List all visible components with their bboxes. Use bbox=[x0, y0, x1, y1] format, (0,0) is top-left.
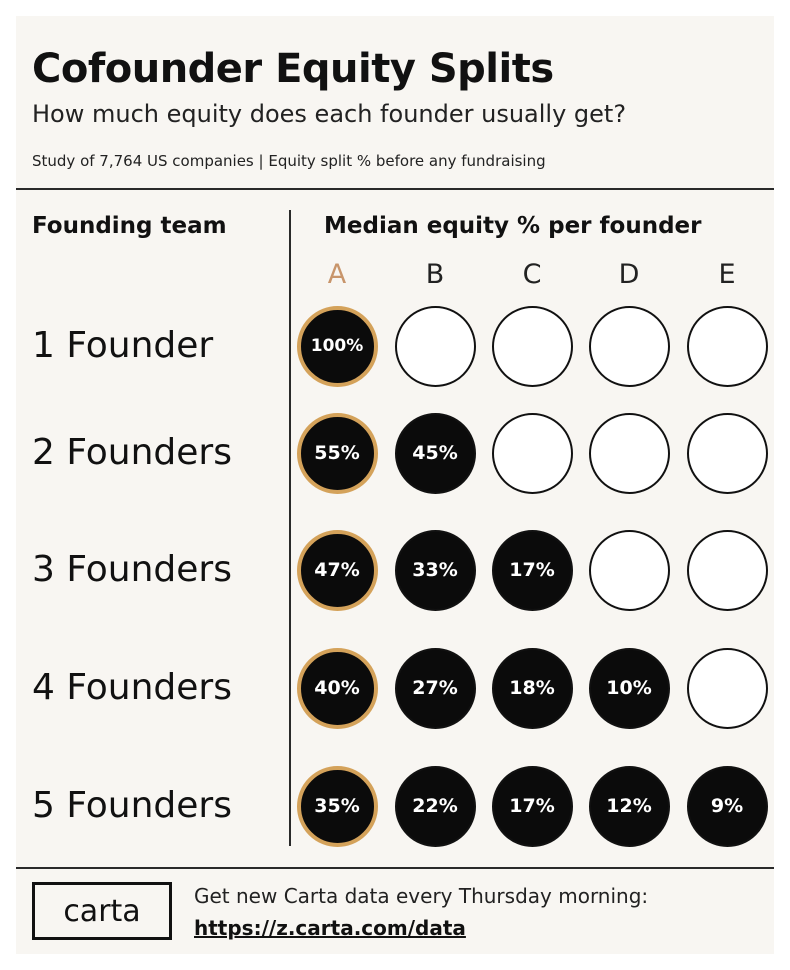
row-label-5: 5 Founders bbox=[32, 785, 232, 826]
column-letter-b: B bbox=[425, 259, 445, 290]
equity-value: 17% bbox=[509, 559, 555, 581]
equity-value: 22% bbox=[412, 795, 458, 817]
founding-team-heading: Founding team bbox=[32, 213, 227, 239]
equity-value: 12% bbox=[606, 795, 652, 817]
equity-circle: 47% bbox=[296, 529, 378, 611]
header-divider bbox=[16, 188, 774, 190]
data-link[interactable]: https://z.carta.com/data bbox=[194, 916, 466, 940]
carta-logo: carta bbox=[32, 882, 172, 940]
equity-circle: 10% bbox=[588, 647, 670, 729]
footer-text: Get new Carta data every Thursday mornin… bbox=[194, 884, 649, 908]
column-letter-c: C bbox=[522, 259, 542, 290]
equity-circle: 9% bbox=[686, 765, 768, 847]
column-letter-a: A bbox=[327, 259, 347, 290]
empty-circle bbox=[588, 305, 670, 387]
equity-value: 40% bbox=[314, 677, 360, 699]
equity-circle: 27% bbox=[394, 647, 476, 729]
footer-divider bbox=[16, 867, 774, 869]
column-letter-d: D bbox=[618, 259, 640, 290]
empty-circle bbox=[686, 412, 768, 494]
empty-circle bbox=[686, 647, 768, 729]
equity-circle: 100% bbox=[296, 305, 378, 387]
equity-value: 55% bbox=[314, 442, 360, 464]
equity-circle: 22% bbox=[394, 765, 476, 847]
equity-value: 33% bbox=[412, 559, 458, 581]
equity-value: 10% bbox=[606, 677, 652, 699]
row-label-2: 2 Founders bbox=[32, 432, 232, 473]
infographic-card: Cofounder Equity Splits How much equity … bbox=[16, 16, 774, 954]
equity-circle: 17% bbox=[491, 765, 573, 847]
equity-value: 18% bbox=[509, 677, 555, 699]
empty-circle bbox=[394, 305, 476, 387]
study-note: Study of 7,764 US companies | Equity spl… bbox=[32, 152, 546, 170]
equity-circle: 45% bbox=[394, 412, 476, 494]
column-letter-e: E bbox=[718, 259, 736, 290]
equity-value: 9% bbox=[710, 795, 744, 817]
empty-circle bbox=[686, 529, 768, 611]
row-label-1: 1 Founder bbox=[32, 325, 214, 366]
equity-circle: 33% bbox=[394, 529, 476, 611]
empty-circle bbox=[588, 529, 670, 611]
page-title: Cofounder Equity Splits bbox=[32, 46, 554, 92]
equity-value: 27% bbox=[412, 677, 458, 699]
empty-circle bbox=[686, 305, 768, 387]
equity-value: 47% bbox=[314, 559, 360, 581]
median-equity-heading: Median equity % per founder bbox=[324, 213, 702, 239]
equity-value: 45% bbox=[412, 442, 458, 464]
empty-circle bbox=[491, 305, 573, 387]
page-subtitle: How much equity does each founder usuall… bbox=[32, 100, 627, 128]
equity-circle: 18% bbox=[491, 647, 573, 729]
equity-value: 100% bbox=[310, 336, 364, 356]
row-label-4: 4 Founders bbox=[32, 667, 232, 708]
equity-circle: 12% bbox=[588, 765, 670, 847]
equity-circle: 40% bbox=[296, 647, 378, 729]
equity-value: 35% bbox=[314, 795, 360, 817]
empty-circle bbox=[491, 412, 573, 494]
equity-circle: 17% bbox=[491, 529, 573, 611]
column-divider bbox=[289, 210, 291, 846]
equity-circle: 35% bbox=[296, 765, 378, 847]
equity-value: 17% bbox=[509, 795, 555, 817]
empty-circle bbox=[588, 412, 670, 494]
equity-circle: 55% bbox=[296, 412, 378, 494]
row-label-3: 3 Founders bbox=[32, 549, 232, 590]
